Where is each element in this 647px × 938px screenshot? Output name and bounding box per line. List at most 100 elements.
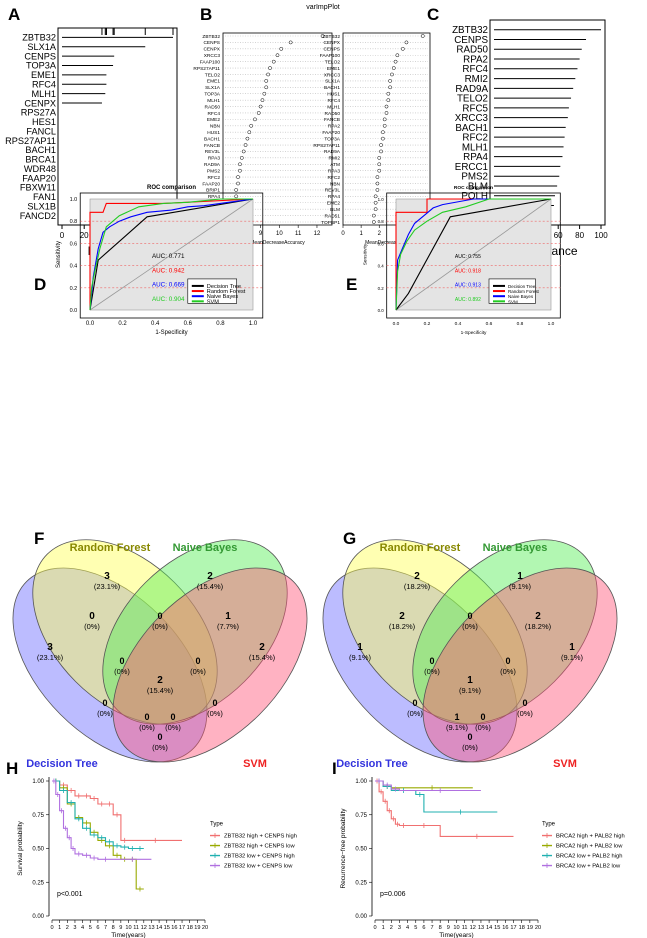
x-tick-label: 11 — [462, 925, 468, 931]
importance-point — [420, 34, 425, 38]
x-tick-label: 11 — [295, 231, 302, 237]
x-axis-label: Time(years) — [439, 932, 473, 938]
legend-label: Naive Bayes — [508, 294, 534, 299]
x-tick-label: 2 — [66, 925, 69, 931]
category-label: CENPS — [24, 51, 56, 61]
importance-point — [256, 111, 261, 115]
x-tick-label: 0.2 — [118, 321, 127, 327]
x-axis-label: 1-Specificity — [461, 330, 487, 336]
y-tick-label: 0.6 — [70, 241, 78, 247]
venn-percent: (0%) — [462, 622, 478, 631]
roc-frame — [386, 192, 561, 319]
importance-point — [262, 91, 267, 96]
venn-percent: (18.2%) — [404, 582, 431, 591]
venn-set-decision-tree — [322, 567, 518, 763]
y-tick-label: 0.75 — [32, 813, 44, 819]
category-label: BACH1 — [204, 136, 220, 142]
category-label: RMI2 — [329, 156, 341, 162]
category-label: ERCC1 — [455, 162, 488, 173]
category-label: RPA4 — [463, 152, 488, 163]
chart-suptitle: varImpPlot — [306, 4, 340, 11]
category-label: RFC4 — [462, 64, 488, 75]
x-tick-label: 1 — [382, 925, 385, 931]
venn-set-naive-bayes — [412, 539, 598, 725]
venn-percent: (0%) — [462, 743, 478, 752]
x-tick-label: 1 — [58, 925, 61, 931]
category-label: TELO2 — [325, 59, 341, 65]
y-tick-label: 0.4 — [378, 264, 385, 269]
venn-count: 3 — [47, 642, 53, 653]
importance-point — [381, 130, 385, 135]
category-label: RAD50 — [456, 45, 488, 56]
venn-count: 0 — [412, 698, 417, 708]
legend-label: ZBTB32 high + CENPS low — [224, 844, 296, 850]
venn-count: 1 — [517, 571, 523, 582]
venn-percent: (0%) — [114, 667, 130, 676]
category-label: HES1 — [32, 117, 56, 127]
x-tick-label: 0.6 — [184, 321, 193, 327]
y-tick-label: 1.0 — [70, 197, 78, 203]
x-tick-label: 1 — [359, 231, 363, 237]
survival-curve — [375, 780, 514, 837]
category-label: RAD50 — [325, 111, 341, 117]
venn-count: 0 — [119, 656, 124, 666]
panel-letter-I: I — [332, 759, 337, 778]
importance-point — [249, 123, 254, 128]
importance-point — [236, 175, 240, 179]
auc-label: AUC: 0.913 — [455, 283, 481, 289]
importance-point — [253, 117, 257, 122]
x-tick-label: 2 — [378, 231, 382, 237]
importance-point — [386, 91, 391, 96]
importance-point — [236, 181, 240, 186]
venn-percent: (0%) — [165, 723, 181, 732]
importance-point — [382, 117, 387, 122]
roc-curve-decision-tree — [89, 198, 254, 311]
importance-point — [393, 59, 398, 64]
legend-title: Type — [210, 822, 224, 828]
venn-percent: (0%) — [475, 723, 491, 732]
x-axis-label: 1-Specificity — [155, 330, 187, 336]
x-tick-label: 19 — [527, 925, 533, 931]
importance-point — [320, 34, 325, 38]
y-tick-label: 0.00 — [355, 914, 367, 920]
category-label: CENPS — [323, 47, 340, 53]
importance-point — [373, 200, 378, 205]
chart-title: ROC comparison — [147, 185, 196, 191]
x-tick-label: 7 — [430, 925, 433, 931]
plot-frame-C — [489, 19, 606, 226]
x-axis-label: MeanDecreaseAccuracy — [250, 240, 305, 246]
category-label: REV3L — [205, 149, 221, 155]
venn-set-label: Random Forest — [380, 542, 461, 554]
category-label: ZBTB32 — [452, 25, 488, 36]
venn-count: 0 — [505, 656, 510, 666]
category-label: SLX1A — [325, 79, 341, 85]
x-tick-label: 20 — [202, 925, 208, 931]
category-label: FANCL — [26, 126, 56, 136]
venn-count: 0 — [195, 656, 200, 666]
category-label: FANCB — [204, 143, 220, 149]
y-tick-label: 1.00 — [355, 779, 367, 785]
x-tick-label: 15 — [494, 925, 500, 931]
y-axis-label: Sensitivity — [56, 241, 62, 268]
category-label: FAAP20 — [202, 181, 220, 187]
y-tick-label: 0.25 — [355, 880, 367, 886]
survival-curve — [52, 780, 144, 850]
x-tick-label: 0.0 — [86, 321, 95, 327]
category-label: RPS27A — [21, 108, 57, 118]
importance-point — [384, 111, 389, 115]
x-tick-label: 9 — [447, 925, 450, 931]
x-tick-label: 12 — [470, 925, 476, 931]
x-tick-label: 0.8 — [216, 321, 225, 327]
category-label: FBXW11 — [20, 183, 56, 193]
venn-count: 1 — [569, 642, 575, 653]
roc-curve-decision-tree — [395, 198, 552, 311]
x-tick-label: 18 — [187, 925, 193, 931]
venn-count: 1 — [225, 611, 231, 622]
category-label: BRCA1 — [25, 155, 56, 165]
importance-point — [275, 53, 280, 58]
y-tick-label: 0.8 — [70, 219, 78, 225]
x-tick-label: 9 — [259, 231, 263, 237]
venn-count: 0 — [89, 611, 95, 622]
category-label: RPS27AP11 — [313, 143, 340, 149]
category-label: EME2 — [207, 117, 220, 123]
